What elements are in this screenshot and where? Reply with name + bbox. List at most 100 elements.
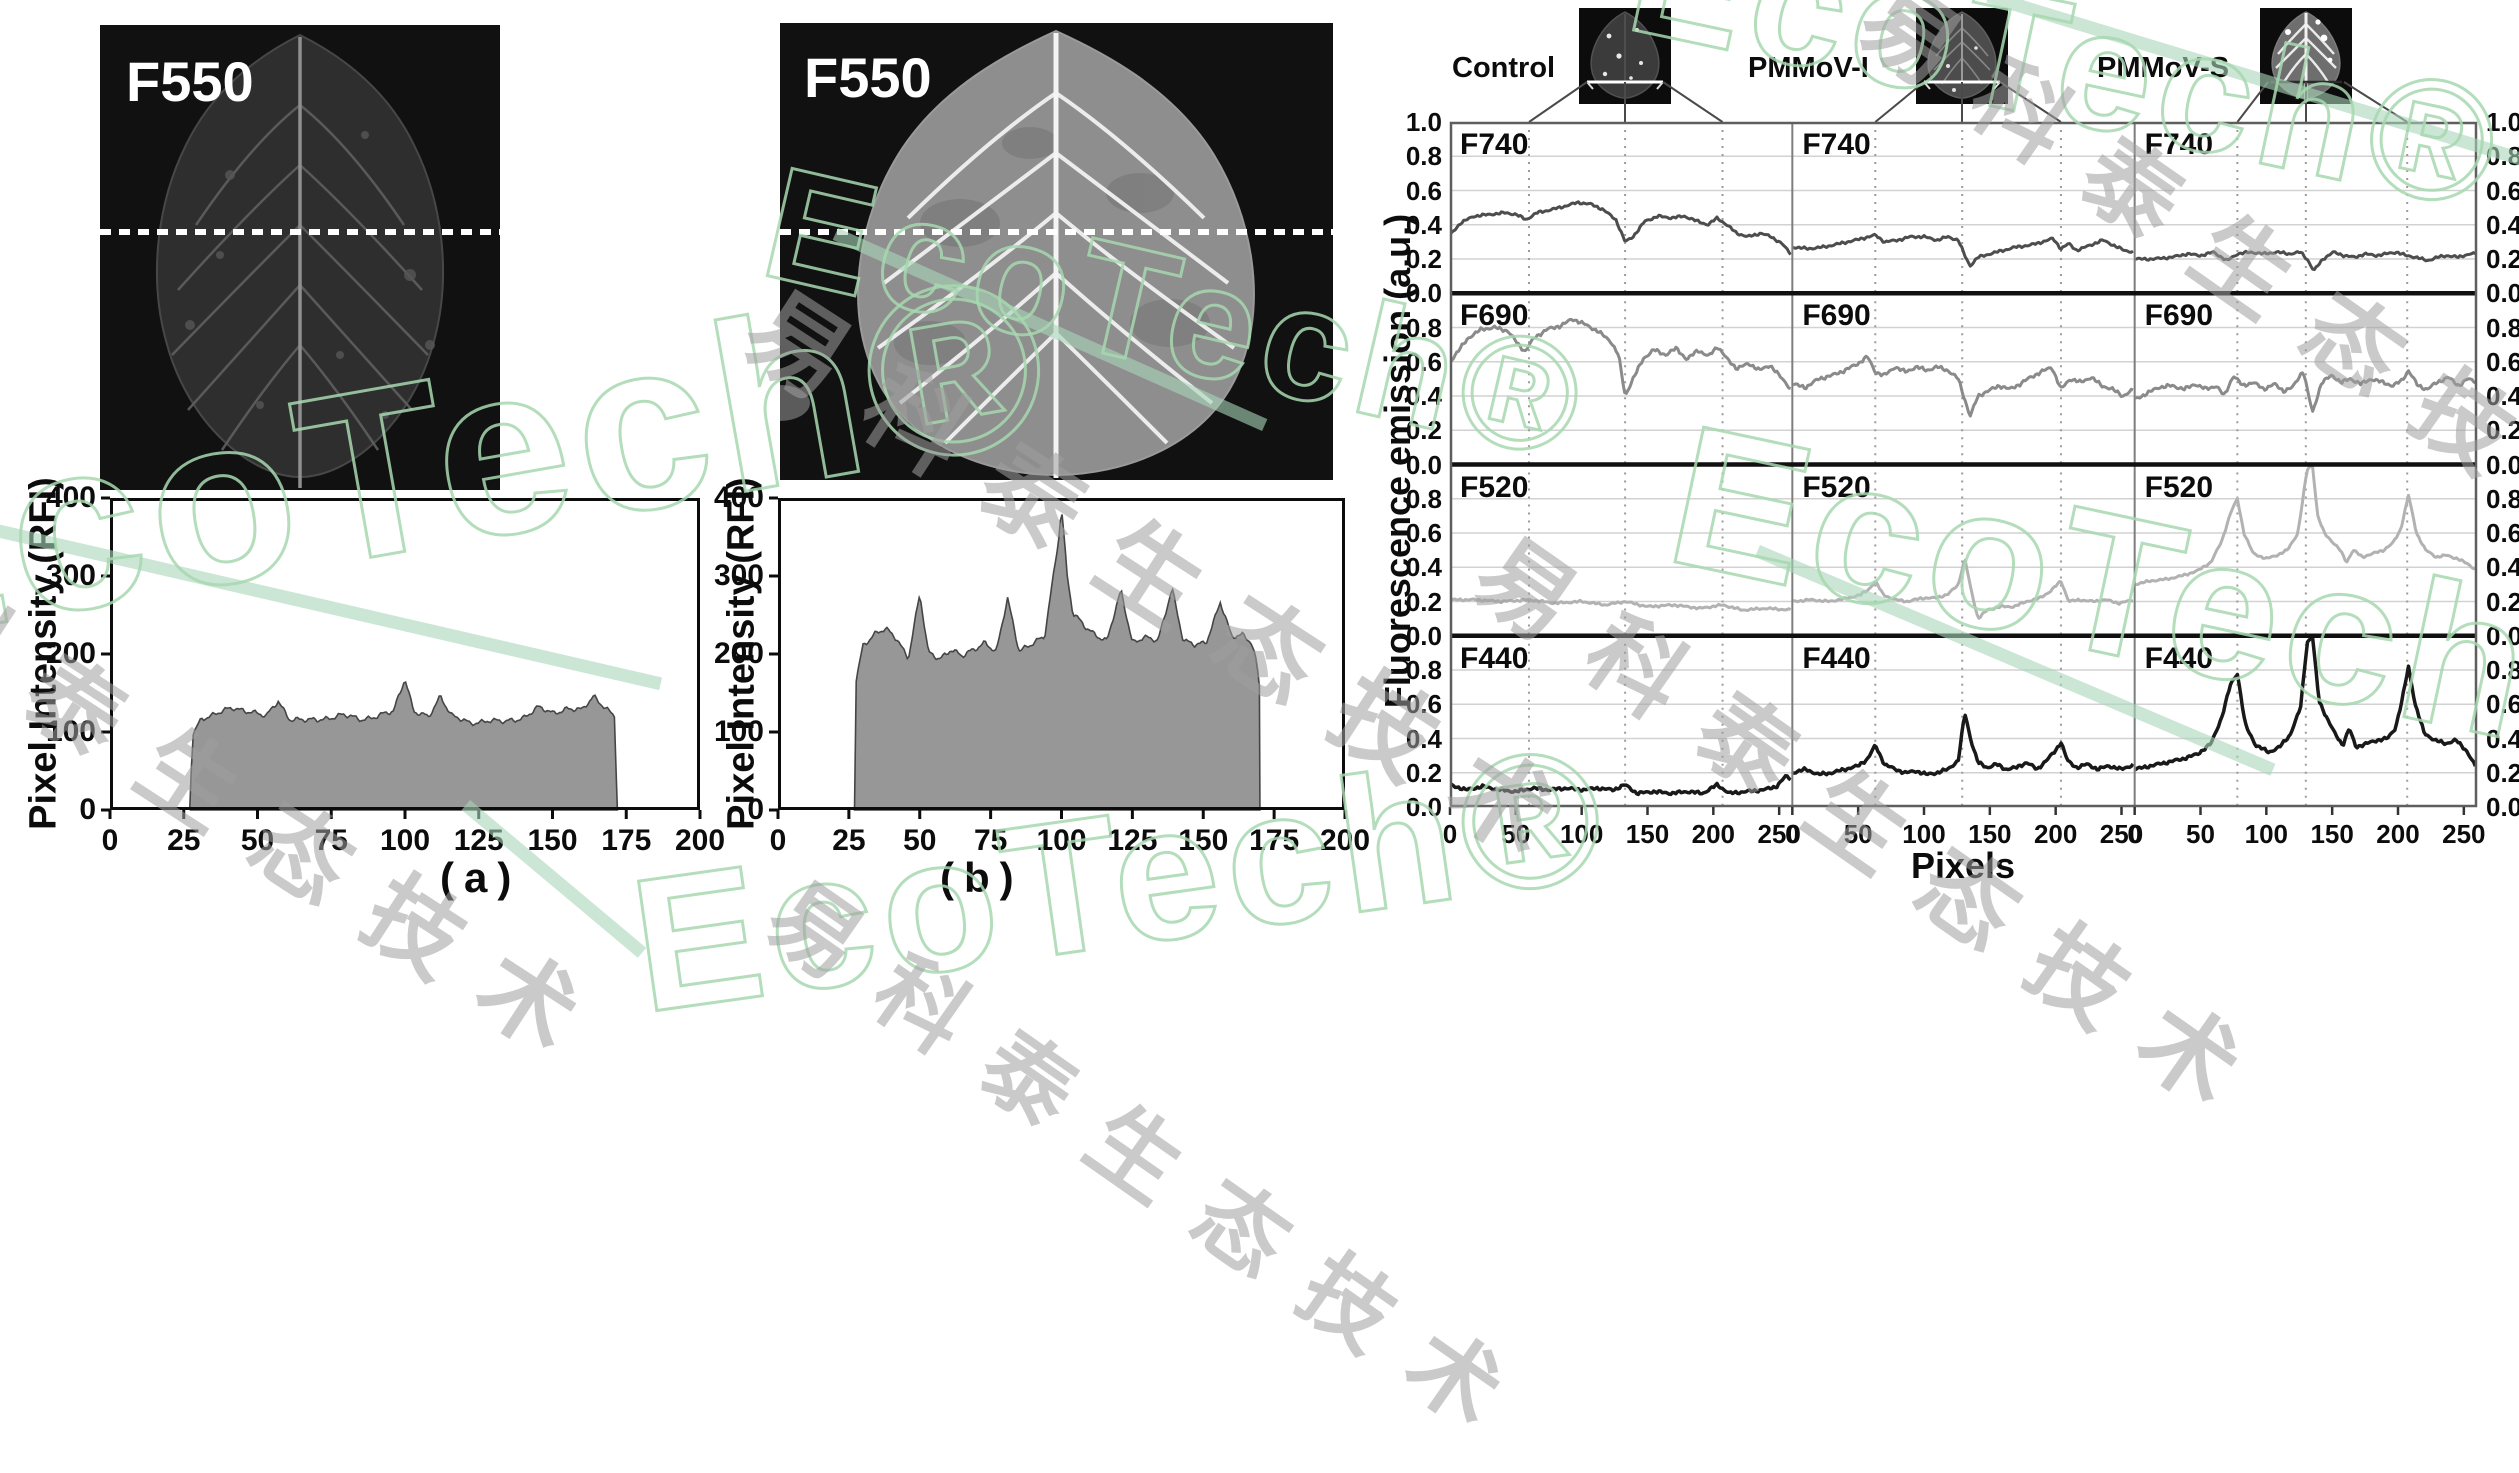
grid-y-tick-label: 0.0 (1405, 449, 1442, 480)
grid-y-tick-label: 0.8 (2486, 312, 2519, 343)
grid-y-tick-label: 0.8 (2486, 655, 2519, 685)
grid-x-tick-label: 150 (2310, 819, 2354, 849)
grid-y-tick-label: 0.4 (1405, 209, 1442, 240)
grid-y-tick-label: 0.8 (1405, 655, 1442, 685)
funnel-line (1874, 81, 1925, 123)
watermark-cn: 易科泰生态技术 (748, 864, 1552, 1469)
grid-x-tick-label: 150 (1968, 819, 2012, 849)
x-tick-label: 25 (832, 824, 866, 857)
leaf-image-healthy: F550 (100, 25, 500, 490)
image-band-label: F550 (804, 46, 932, 109)
leaf-image-infected: F550 (780, 23, 1333, 480)
image-band-label: F550 (126, 50, 254, 113)
cell-band-label: F440 (2144, 641, 2214, 675)
x-tick-label: 150 (527, 824, 578, 857)
grid-y-tick-label: 0.2 (1405, 415, 1442, 446)
x-tick-label: 100 (1036, 824, 1087, 857)
grid-y-tick-label: 0.6 (1405, 518, 1442, 548)
histogram-a-plot (101, 496, 702, 819)
x-tick-label: 0 (101, 824, 119, 857)
grid-x-tick-label: 150 (1625, 819, 1670, 849)
series-line-PMMoV-I-F740 (1793, 232, 2134, 268)
grid-y-tick-label: 0.6 (1405, 346, 1442, 377)
cell-band-label: F520 (1460, 470, 1529, 504)
x-tick-label: 50 (240, 824, 275, 857)
y-tick-label: 0 (79, 793, 96, 826)
grid-y-tick-label: 0.6 (2486, 689, 2519, 720)
funnel-line (1662, 81, 1724, 123)
grid-x-tick-label: 200 (1691, 819, 1736, 849)
y-tick-label: 300 (713, 559, 764, 592)
x-tick-label: 100 (379, 824, 431, 857)
grid-x-tick-label: 50 (1501, 819, 1531, 849)
funnel-line (1999, 81, 2062, 123)
series-line-Control-F440 (1451, 773, 1792, 797)
y-tick-label: 200 (45, 637, 96, 670)
grid-y-tick-label: 0.6 (1405, 689, 1442, 720)
y-tick-label: 200 (713, 637, 764, 670)
cell-band-label: F690 (1460, 299, 1529, 333)
series-line-PMMoV-I-F690 (1793, 354, 2134, 418)
plot-frame (778, 498, 1345, 810)
grid-y-tick-label: 0.0 (2486, 278, 2519, 309)
grid-y-tick-label: 1.0 (1405, 107, 1442, 137)
x-tick-label: 25 (167, 824, 201, 857)
grid-y-tick-label: 0.8 (1405, 141, 1442, 172)
grid-x-tick-label: 250 (1757, 819, 1801, 849)
grid-x-tick-label: 50 (2186, 819, 2215, 849)
cell-band-label: F740 (1802, 128, 1871, 161)
fluorescence-grid (1448, 121, 2478, 815)
grid-x-tick-label: 0 (1785, 819, 1800, 849)
series-line-PMMoV-S-F690 (2135, 369, 2477, 413)
grid-y-tick-label: 0.4 (2486, 723, 2519, 754)
leaf-image-healthy-svg: F550 (100, 25, 500, 490)
grid-y-tick-label: 0.4 (2486, 552, 2519, 583)
grid-x-tick-label: 0 (1442, 819, 1458, 849)
grid-x-tick-label: 50 (1843, 819, 1873, 849)
cell-band-label: F520 (1802, 470, 1871, 504)
grid-y-tick-label: 0.2 (2486, 757, 2519, 788)
series-line-PMMoV-I-F440 (1793, 713, 2134, 777)
histogram-fill (188, 680, 619, 811)
condition-label-pmmov-s: PMMoV-S (2097, 52, 2230, 84)
funnel-line (2236, 81, 2269, 123)
x-tick-label: 200 (1319, 824, 1371, 857)
leaf-image-infected-svg: F550 (780, 23, 1333, 480)
grid-y-tick-label: 0.0 (2486, 792, 2519, 822)
series-line-PMMoV-S-F740 (2135, 249, 2477, 272)
histogram-a (101, 496, 702, 819)
grid-x-tick-label: 100 (2244, 819, 2289, 849)
grid-y-tick-label: 1.0 (2486, 107, 2519, 137)
grid-y-tick-label: 0.8 (2486, 483, 2519, 514)
grid-y-tick-label: 0.4 (1405, 723, 1442, 754)
grid-x-tick-label: 200 (2033, 819, 2078, 849)
grid-xlabel: Pixels (1910, 845, 2016, 886)
grid-y-tick-label: 0.8 (2486, 141, 2519, 172)
cell-band-label: F440 (1460, 641, 1529, 675)
grid-border (1449, 121, 2478, 808)
x-tick-label: 125 (453, 824, 504, 857)
grid-x-tick-label: 100 (1902, 819, 1946, 849)
x-tick-label: 175 (601, 824, 652, 857)
grid-y-tick-label: 0.4 (1405, 381, 1442, 411)
grid-y-tick-label: 0.0 (1405, 792, 1442, 822)
grid-y-tick-label: 0.0 (1405, 620, 1442, 651)
cell-band-label: F690 (2144, 299, 2214, 333)
grid-x-tick-label: 250 (2442, 819, 2486, 849)
grid-y-tick-label: 0.6 (2486, 175, 2519, 206)
y-tick-label: 400 (713, 481, 764, 514)
grid-y-tick-label: 0.8 (1405, 483, 1442, 514)
funnel-line (2343, 81, 2408, 123)
x-tick-label: 125 (1107, 824, 1158, 857)
x-tick-label: 75 (314, 824, 348, 857)
histogram-fill (853, 514, 1261, 811)
y-tick-label: 300 (45, 559, 96, 592)
leaf-speckles (185, 131, 435, 419)
x-tick-label: 50 (903, 824, 937, 857)
y-tick-label: 100 (45, 715, 96, 748)
x-tick-label: 0 (769, 824, 787, 857)
condition-label-pmmov-i: PMMoV-I (1748, 52, 1869, 84)
grid-y-tick-label: 0.2 (2486, 586, 2519, 617)
grid-y-tick-label: 0.0 (2486, 449, 2519, 480)
